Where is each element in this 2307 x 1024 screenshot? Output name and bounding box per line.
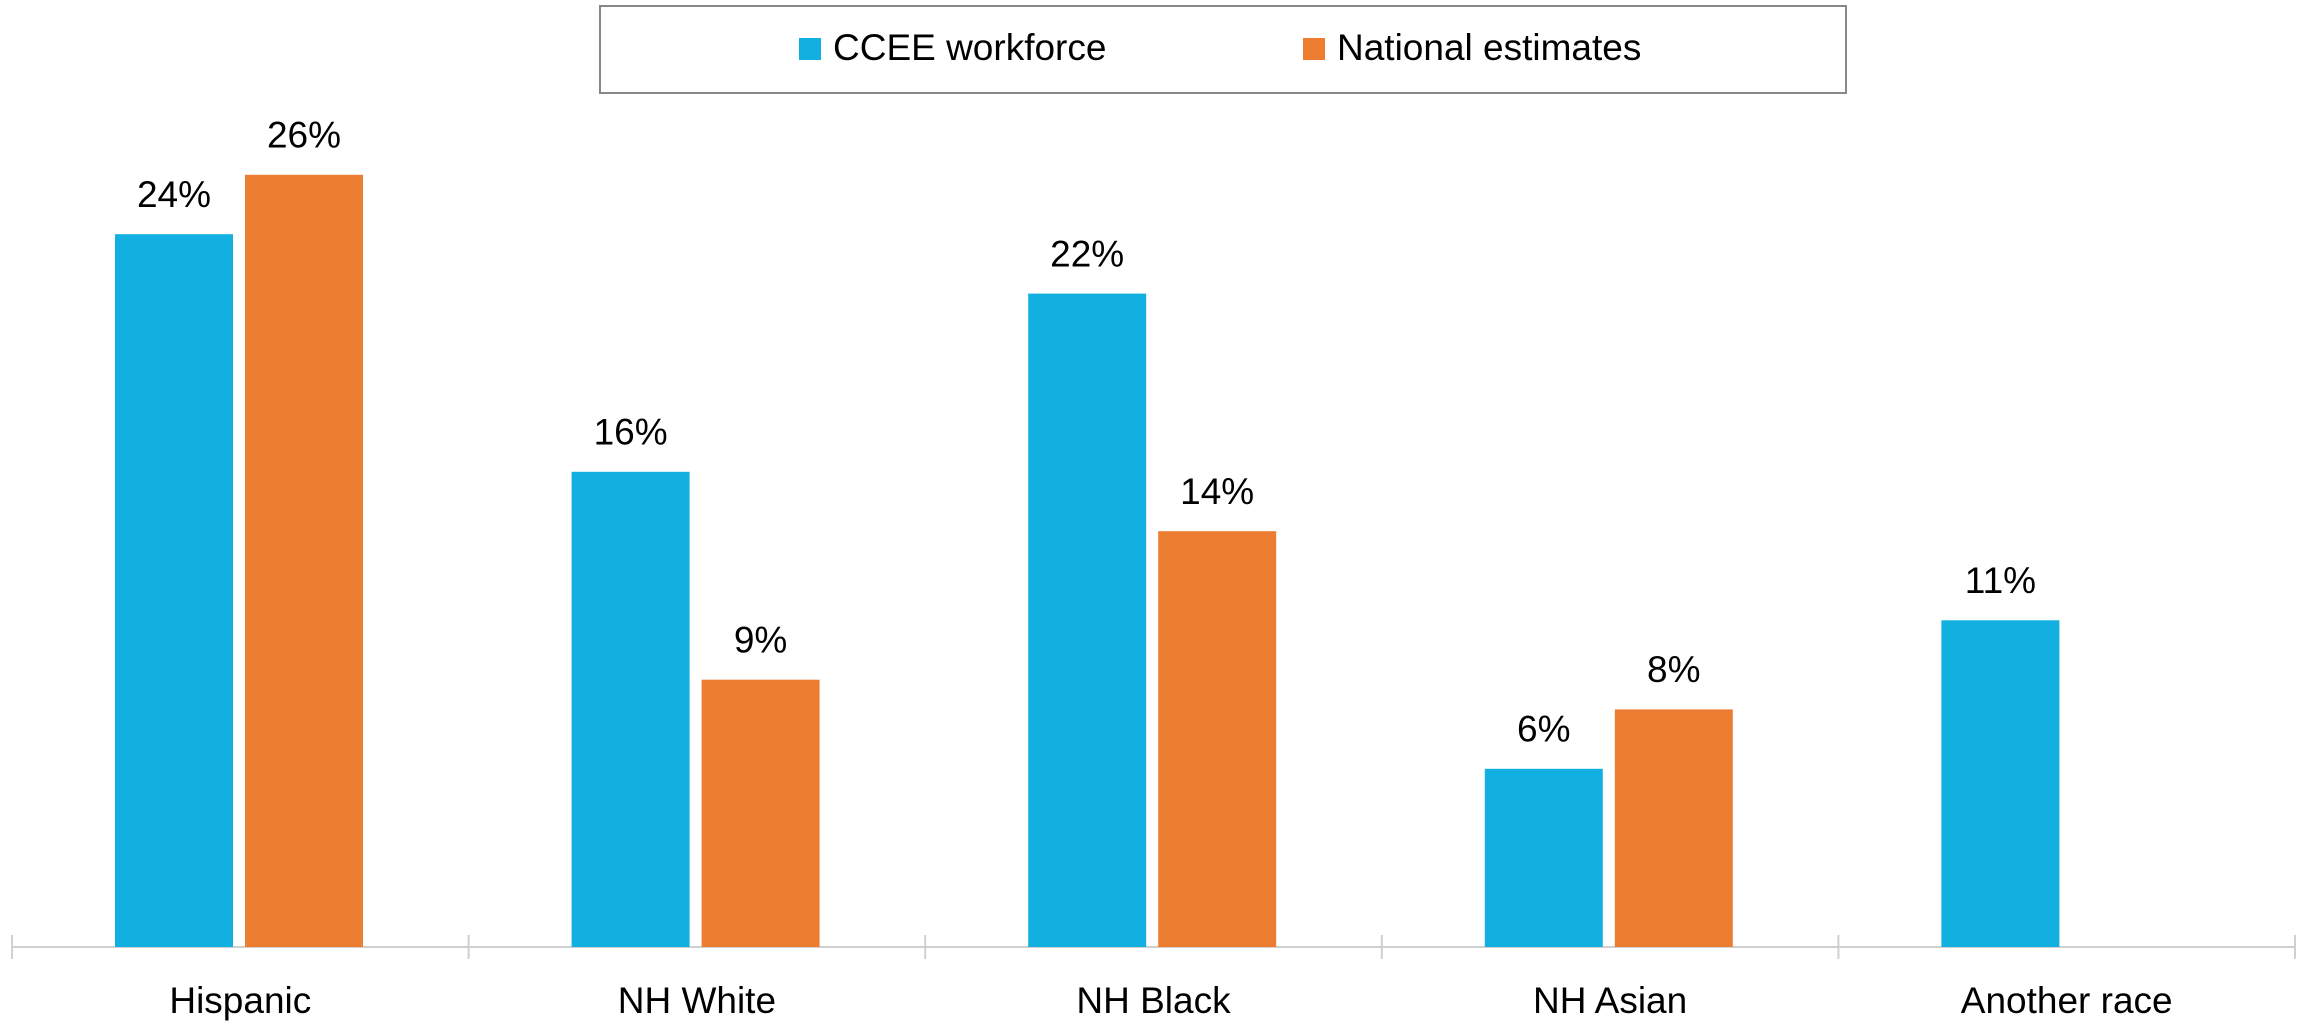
legend-box xyxy=(599,5,1847,94)
bar xyxy=(571,471,690,947)
data-label: 8% xyxy=(1647,649,1700,690)
legend-label: CCEE workforce xyxy=(833,27,1106,68)
bar xyxy=(701,679,820,947)
x-tick-label: Another race xyxy=(1961,980,2173,1021)
bar xyxy=(1158,531,1277,947)
bar xyxy=(115,234,233,947)
data-label: 14% xyxy=(1180,471,1254,512)
x-tick-label: NH Asian xyxy=(1533,980,1687,1021)
data-label: 11% xyxy=(1965,560,2036,601)
bar xyxy=(1484,768,1603,947)
data-label: 16% xyxy=(594,412,668,453)
bar xyxy=(1614,709,1733,947)
bar xyxy=(245,174,363,948)
legend-swatch xyxy=(1303,38,1325,60)
bar xyxy=(1941,620,2060,947)
x-tick-label: NH Black xyxy=(1076,980,1231,1021)
data-label: 24% xyxy=(137,174,211,215)
legend-label: National estimates xyxy=(1337,27,1641,68)
x-tick-label: NH White xyxy=(618,980,776,1021)
x-tick-label: Hispanic xyxy=(169,980,311,1021)
bar xyxy=(1028,293,1147,948)
legend-swatch xyxy=(799,38,821,60)
data-label: 26% xyxy=(267,115,341,156)
data-label: 22% xyxy=(1050,233,1124,274)
data-label: 6% xyxy=(1517,709,1570,750)
data-label: 9% xyxy=(734,619,787,660)
